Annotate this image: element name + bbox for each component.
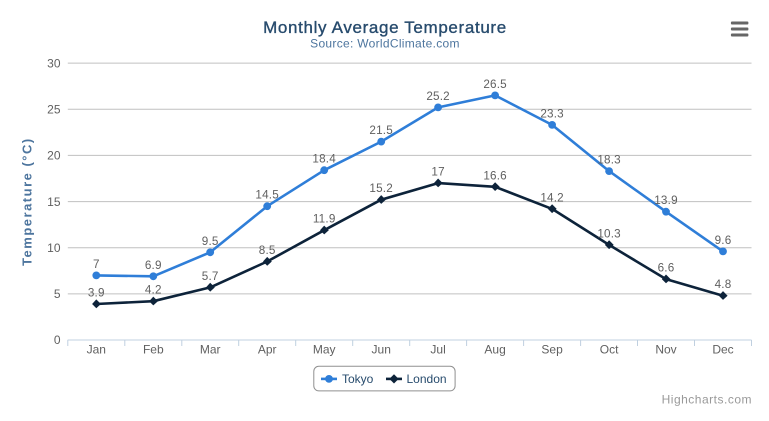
svg-text:5: 5 bbox=[54, 287, 61, 301]
svg-text:Mar: Mar bbox=[200, 343, 221, 357]
svg-text:15: 15 bbox=[47, 195, 61, 209]
svg-text:0: 0 bbox=[54, 333, 61, 347]
svg-text:6.9: 6.9 bbox=[145, 259, 162, 272]
svg-text:16.6: 16.6 bbox=[483, 169, 507, 182]
svg-text:6.6: 6.6 bbox=[658, 262, 675, 275]
svg-text:11.9: 11.9 bbox=[313, 213, 336, 226]
svg-text:18.3: 18.3 bbox=[597, 154, 621, 167]
svg-text:4.2: 4.2 bbox=[145, 284, 162, 297]
svg-text:Temperature (°C): Temperature (°C) bbox=[20, 137, 35, 266]
svg-text:23.3: 23.3 bbox=[540, 107, 564, 120]
svg-text:Highcharts.com: Highcharts.com bbox=[662, 393, 752, 407]
svg-text:17: 17 bbox=[431, 166, 444, 179]
svg-text:18.4: 18.4 bbox=[312, 153, 336, 166]
svg-text:26.5: 26.5 bbox=[483, 78, 507, 91]
svg-text:15.2: 15.2 bbox=[369, 182, 393, 195]
svg-text:8.5: 8.5 bbox=[259, 244, 276, 257]
svg-text:Dec: Dec bbox=[712, 343, 733, 357]
svg-text:20: 20 bbox=[47, 149, 61, 163]
svg-text:4.8: 4.8 bbox=[715, 278, 732, 291]
svg-text:Source: WorldClimate.com: Source: WorldClimate.com bbox=[310, 37, 460, 51]
svg-text:Jan: Jan bbox=[87, 343, 106, 357]
svg-text:30: 30 bbox=[47, 56, 61, 70]
svg-text:14.5: 14.5 bbox=[255, 189, 279, 202]
svg-text:Sep: Sep bbox=[541, 343, 563, 357]
svg-text:Feb: Feb bbox=[143, 343, 164, 357]
svg-text:10.3: 10.3 bbox=[597, 227, 621, 240]
svg-text:Aug: Aug bbox=[484, 343, 505, 357]
svg-text:Jul: Jul bbox=[430, 343, 445, 357]
svg-text:14.2: 14.2 bbox=[540, 191, 564, 204]
svg-text:25.2: 25.2 bbox=[426, 90, 450, 103]
svg-text:9.6: 9.6 bbox=[715, 234, 732, 247]
svg-text:10: 10 bbox=[47, 241, 61, 255]
svg-text:London: London bbox=[407, 372, 447, 386]
svg-text:7: 7 bbox=[93, 258, 100, 271]
svg-text:Oct: Oct bbox=[600, 343, 619, 357]
svg-text:Tokyo: Tokyo bbox=[342, 372, 374, 386]
svg-text:3.9: 3.9 bbox=[88, 287, 105, 300]
svg-text:May: May bbox=[313, 343, 336, 357]
svg-text:25: 25 bbox=[47, 103, 61, 117]
svg-text:Monthly Average Temperature: Monthly Average Temperature bbox=[263, 18, 507, 37]
svg-text:5.7: 5.7 bbox=[202, 270, 219, 283]
svg-text:Nov: Nov bbox=[655, 343, 676, 357]
svg-text:Apr: Apr bbox=[258, 343, 277, 357]
svg-text:Jun: Jun bbox=[372, 343, 391, 357]
svg-text:21.5: 21.5 bbox=[369, 124, 393, 137]
svg-text:13.9: 13.9 bbox=[654, 194, 678, 207]
svg-text:9.5: 9.5 bbox=[202, 235, 219, 248]
